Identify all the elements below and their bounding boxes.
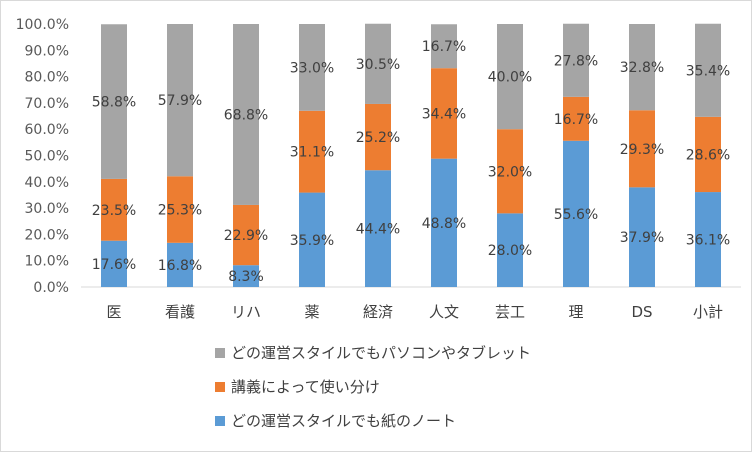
y-tick-label: 80.0% <box>25 70 69 86</box>
data-label: 68.8% <box>224 107 268 123</box>
category-label: 薬 <box>304 303 319 321</box>
data-label: 29.3% <box>620 142 664 158</box>
bar-segment <box>299 24 325 111</box>
bar-segment <box>563 96 589 141</box>
category-label: 理 <box>568 303 583 321</box>
bar-segment <box>497 129 523 214</box>
bar-segment <box>563 140 589 287</box>
data-label: 48.8% <box>422 216 466 232</box>
y-tick-label: 70.0% <box>25 96 69 112</box>
x-axis: 医 看護 リハ 薬 経済 人文 芸工 理 DS 小計 <box>106 303 723 321</box>
data-label: 33.0% <box>290 60 334 76</box>
bar-segment <box>365 23 391 104</box>
data-label: 16.7% <box>422 39 466 55</box>
y-tick-label: 0.0% <box>33 280 69 296</box>
data-label: 36.1% <box>686 233 730 249</box>
y-tick-label: 90.0% <box>25 43 69 59</box>
data-label: 25.3% <box>158 203 202 219</box>
category-label: リハ <box>231 303 261 321</box>
data-label: 31.1% <box>290 145 334 161</box>
bar-segment <box>167 176 193 243</box>
bar-segment <box>233 265 259 287</box>
bar-segment <box>431 158 457 287</box>
data-label: 16.7% <box>554 112 598 128</box>
y-tick-label: 100.0% <box>16 17 69 33</box>
bar-segment <box>431 68 457 159</box>
legend-label: 講義によって使い分け <box>231 378 380 396</box>
data-label: 27.8% <box>554 53 598 69</box>
bar-segment <box>497 213 523 287</box>
bar-segment <box>365 103 391 171</box>
bar-segment <box>233 204 259 266</box>
data-label: 23.5% <box>92 203 136 219</box>
data-label: 17.6% <box>92 257 136 273</box>
data-label: 55.6% <box>554 207 598 223</box>
data-label: 40.0% <box>488 70 532 86</box>
bar-segment <box>629 110 655 188</box>
category-label: 経済 <box>363 303 393 321</box>
category-label: 人文 <box>429 303 459 321</box>
data-label: 37.9% <box>620 230 664 246</box>
category-label: DS <box>631 303 652 321</box>
y-tick-label: 30.0% <box>25 201 69 217</box>
bar-segment <box>365 170 391 287</box>
data-label: 58.8% <box>92 95 136 111</box>
data-label: 35.4% <box>686 63 730 79</box>
data-label: 16.8% <box>158 258 202 274</box>
data-label: 25.2% <box>356 130 400 146</box>
bar-segment <box>629 187 655 287</box>
y-tick-label: 40.0% <box>25 175 69 191</box>
legend-swatch <box>215 416 225 426</box>
bar-segment <box>563 23 589 97</box>
category-label: 小計 <box>693 303 723 321</box>
bar-segment <box>299 110 325 193</box>
data-label: 32.8% <box>620 60 664 76</box>
y-tick-label: 50.0% <box>25 149 69 165</box>
y-tick-label: 10.0% <box>25 254 69 270</box>
bar-segment <box>629 24 655 111</box>
bar-segment <box>167 24 193 177</box>
legend-label: どの運営スタイルでも紙のノート <box>231 412 456 430</box>
bar-segment <box>497 24 523 130</box>
legend: どの運営スタイルでもパソコンやタブレット講義によって使い分けどの運営スタイルでも… <box>215 344 531 430</box>
bar-segment <box>431 24 457 69</box>
bar-segment <box>695 116 721 193</box>
y-axis: 0.0% 10.0% 20.0% 30.0% 40.0% 50.0% 60.0% 70.0% 8… <box>16 17 741 296</box>
plot-area <box>101 23 721 287</box>
data-label: 57.9% <box>158 93 202 109</box>
data-label: 28.0% <box>488 243 532 259</box>
y-tick-label: 20.0% <box>25 227 69 243</box>
y-tick-label: 60.0% <box>25 122 69 138</box>
data-label: 8.3% <box>228 269 264 285</box>
legend-label: どの運営スタイルでもパソコンやタブレット <box>231 344 531 362</box>
data-labels: 17.6% 23.5% 58.8% 16.8% 25.3% 57.9% 8.3% 22.9% 6… <box>92 39 730 285</box>
category-label: 芸工 <box>495 303 525 321</box>
bar-segment <box>695 192 721 287</box>
bar-segment <box>101 178 127 241</box>
bar-segment <box>695 23 721 117</box>
data-label: 35.9% <box>290 233 334 249</box>
legend-swatch <box>215 348 225 358</box>
bar-segment <box>299 192 325 287</box>
data-label: 30.5% <box>356 57 400 73</box>
bar-segment <box>101 240 127 287</box>
category-label: 医 <box>106 303 121 321</box>
data-label: 28.6% <box>686 147 730 163</box>
data-label: 22.9% <box>224 228 268 244</box>
bar-segment <box>233 24 259 205</box>
data-label: 32.0% <box>488 164 532 180</box>
category-label: 看護 <box>165 303 195 321</box>
data-label: 44.4% <box>356 222 400 238</box>
legend-swatch <box>215 382 225 392</box>
bar-segment <box>101 24 127 179</box>
bar-segment <box>167 242 193 287</box>
data-label: 34.4% <box>422 106 466 122</box>
